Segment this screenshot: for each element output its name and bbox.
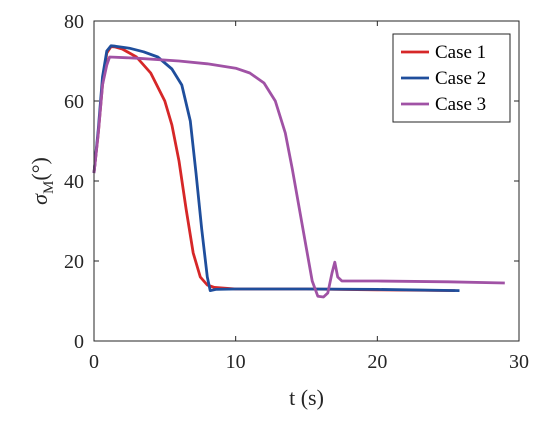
y-tick-label: 80 bbox=[64, 11, 84, 33]
y-tick-label: 0 bbox=[74, 331, 84, 353]
y-tick-label: 40 bbox=[64, 171, 84, 193]
x-axis-label: t (s) bbox=[289, 385, 324, 410]
series-line-case-3 bbox=[92, 55, 505, 299]
series-line-case-2 bbox=[92, 44, 460, 292]
legend: Case 1 Case 2 Case 3 bbox=[392, 33, 511, 123]
y-axis-label: σM(°) bbox=[27, 157, 57, 205]
x-tick-label: 20 bbox=[367, 351, 387, 373]
x-tick-label: 10 bbox=[226, 351, 246, 373]
legend-label-case-2: Case 2 bbox=[435, 68, 486, 89]
plot-lines bbox=[92, 44, 505, 299]
y-axis-label-subscript: M bbox=[41, 181, 57, 194]
y-axis-label-symbol: σ bbox=[27, 193, 52, 205]
axis-ticks: 0 10 20 30 0 20 40 60 80 bbox=[64, 11, 529, 373]
x-tick-label: 30 bbox=[509, 351, 529, 373]
y-axis-label-unit: (°) bbox=[27, 157, 52, 180]
y-tick-label: 20 bbox=[64, 251, 84, 273]
y-tick-label: 60 bbox=[64, 91, 84, 113]
legend-label-case-3: Case 3 bbox=[435, 94, 486, 115]
legend-label-case-1: Case 1 bbox=[435, 42, 486, 63]
x-tick-label: 0 bbox=[89, 351, 99, 373]
